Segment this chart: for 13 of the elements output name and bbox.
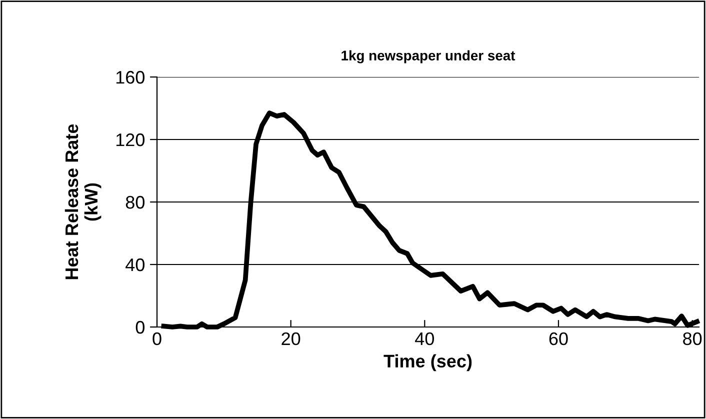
- x-tick-label: 80: [683, 332, 702, 346]
- x-tick-label: 60: [549, 332, 568, 346]
- y-axis-title: Heat Release Rate (kW): [64, 124, 102, 280]
- y-tick-label: 120: [116, 133, 144, 146]
- y-tick-label: 40: [126, 258, 144, 272]
- x-tick-label: 20: [282, 332, 300, 346]
- y-tick-label: 160: [116, 70, 144, 84]
- x-tick-label: 40: [415, 332, 434, 346]
- x-tick-label: 0: [152, 332, 162, 346]
- chart-title: 1kg newspaper under seat: [342, 50, 516, 64]
- y-tick-label: 0: [136, 320, 144, 334]
- x-axis-title: Time (sec): [384, 354, 472, 372]
- y-tick-label: 80: [126, 196, 144, 209]
